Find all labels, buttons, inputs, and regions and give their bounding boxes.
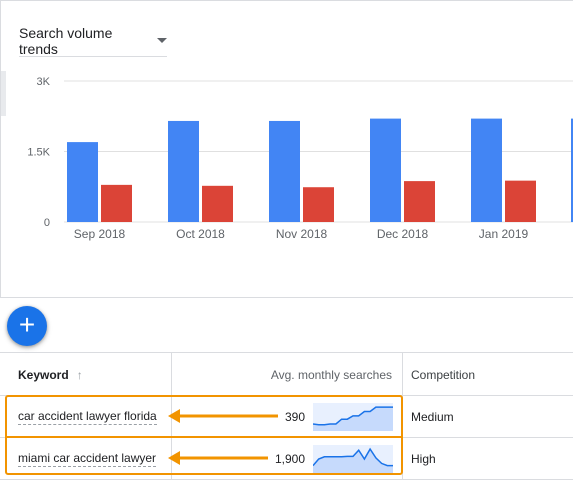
search-volume-trends-dropdown[interactable]: Search volume trends	[19, 25, 167, 57]
sparkline-line	[313, 406, 393, 426]
bar[interactable]	[303, 187, 334, 222]
searches-cell: 1,900	[172, 438, 403, 479]
y-tick-label: 1.5K	[27, 147, 50, 159]
x-tick-label: Nov 2018	[276, 227, 328, 241]
competition-value: High	[411, 451, 436, 466]
searches-cell: 390	[172, 396, 403, 437]
x-tick-label: Dec 2018	[377, 227, 429, 241]
bar[interactable]	[571, 118, 573, 222]
sparkline-line	[313, 447, 393, 467]
sparkline-area	[313, 449, 393, 473]
y-tick-label: 0	[44, 217, 50, 229]
keyword-panel	[0, 297, 573, 477]
bar[interactable]	[269, 120, 300, 222]
trend-sparkline	[313, 403, 393, 431]
searches-value: 390	[284, 409, 305, 424]
competition-cell: Medium	[403, 396, 573, 437]
sparkline-area	[313, 407, 393, 431]
keyword-cell: car accident lawyer florida	[0, 396, 172, 437]
column-header-competition[interactable]: Competition	[403, 353, 573, 396]
keyword-table: Keyword ↑ Avg. monthly searches Competit…	[0, 352, 573, 480]
table-row[interactable]: car accident lawyer florida 390 Medium	[0, 396, 573, 438]
competition-cell: High	[403, 438, 573, 479]
bar[interactable]	[404, 181, 435, 222]
plus-icon: +	[18, 309, 36, 340]
bar[interactable]	[101, 184, 132, 222]
scroll-edge	[1, 71, 6, 116]
keyword-text[interactable]: miami car accident lawyer	[18, 450, 157, 467]
bar[interactable]	[202, 185, 233, 222]
y-tick-label: 3K	[37, 76, 51, 88]
column-label-keyword: Keyword	[18, 367, 69, 382]
bar[interactable]	[471, 118, 502, 222]
x-tick-label: Jan 2019	[479, 227, 529, 241]
arrow-up-icon[interactable]: ↑	[76, 367, 83, 382]
x-tick-label: Sep 2018	[74, 227, 126, 241]
search-volume-chart: 0 1.5K 3K Sep 2018 Oct 2018 Nov 2018 Dec 2018 J…	[27, 76, 573, 241]
column-label-competition: Competition	[411, 367, 476, 382]
column-label-searches: Avg. monthly searches	[270, 367, 392, 382]
bar[interactable]	[168, 120, 199, 222]
chart-panel: Search volume trends 0 1.5K 3K Sep 2018 Oct …	[0, 0, 573, 297]
keyword-text[interactable]: car accident lawyer florida	[18, 408, 157, 425]
caret-down-icon	[157, 38, 167, 43]
table-row[interactable]: miami car accident lawyer 1,900 High	[0, 438, 573, 480]
column-header-searches[interactable]: Avg. monthly searches	[172, 353, 403, 396]
x-tick-label: Oct 2018	[176, 227, 225, 241]
searches-value: 1,900	[274, 451, 305, 466]
dropdown-label: Search volume trends	[19, 24, 113, 57]
table-header: Keyword ↑ Avg. monthly searches Competit…	[0, 352, 573, 396]
bar[interactable]	[67, 142, 98, 222]
competition-value: Medium	[411, 409, 454, 424]
bar[interactable]	[505, 180, 536, 222]
keyword-cell: miami car accident lawyer	[0, 438, 172, 479]
column-header-keyword[interactable]: Keyword ↑	[0, 353, 172, 396]
bar[interactable]	[370, 118, 401, 222]
trend-sparkline	[313, 445, 393, 473]
add-keyword-button[interactable]: +	[7, 306, 47, 346]
